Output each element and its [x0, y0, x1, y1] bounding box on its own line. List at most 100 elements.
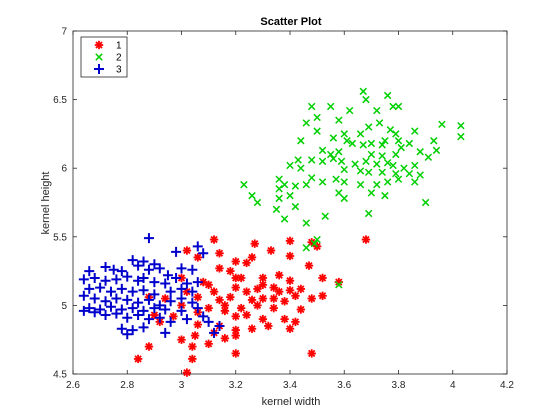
data-point	[364, 123, 373, 131]
data-point	[203, 316, 214, 327]
data-point	[192, 277, 203, 288]
data-point	[340, 165, 348, 174]
data-point	[253, 198, 262, 207]
data-point	[105, 301, 116, 312]
data-point	[226, 266, 235, 276]
marker-stroke	[248, 253, 256, 262]
data-point	[95, 304, 106, 315]
data-point	[122, 312, 133, 323]
data-point	[297, 164, 305, 172]
data-point	[89, 293, 100, 304]
data-point	[89, 307, 100, 318]
data-point	[160, 327, 171, 338]
data-point	[392, 169, 400, 178]
data-point	[108, 264, 119, 275]
y-tick-label: 6	[61, 164, 67, 175]
data-point	[430, 137, 438, 145]
data-point	[340, 130, 348, 138]
data-point	[266, 246, 276, 255]
marker-stroke	[253, 301, 262, 310]
data-point	[307, 174, 316, 182]
data-point	[231, 325, 240, 335]
x-tick-label: 2.6	[66, 380, 80, 391]
y-axis-label: kernel height	[40, 172, 52, 235]
marker-stroke	[275, 288, 283, 296]
data-point	[215, 295, 224, 305]
data-point	[405, 169, 414, 178]
marker-stroke	[215, 296, 224, 304]
data-point	[291, 291, 300, 300]
data-point	[133, 310, 144, 321]
data-point	[416, 148, 424, 156]
data-point	[332, 175, 340, 183]
marker-stroke	[221, 307, 229, 315]
data-point	[345, 106, 354, 115]
marker-stroke	[237, 274, 245, 282]
marker-stroke	[286, 325, 294, 333]
data-point	[291, 202, 300, 211]
data-point	[100, 296, 111, 307]
data-point	[250, 239, 259, 248]
data-point	[78, 305, 89, 316]
data-point	[187, 297, 198, 308]
data-point	[138, 305, 149, 316]
data-point	[176, 293, 187, 304]
data-point	[231, 312, 240, 321]
data-point	[329, 134, 338, 142]
marker-stroke	[194, 320, 202, 329]
data-point	[215, 264, 224, 273]
data-point	[318, 146, 327, 155]
marker-stroke	[253, 285, 262, 293]
marker-stroke	[270, 294, 278, 303]
data-point	[275, 194, 283, 203]
data-point	[326, 102, 335, 111]
data-point	[188, 354, 197, 364]
data-point	[411, 161, 419, 170]
marker-stroke	[232, 257, 240, 266]
x-tick-label: 3.2	[229, 380, 243, 391]
legend-marker	[94, 64, 104, 74]
data-point	[348, 139, 357, 148]
data-point	[272, 205, 281, 214]
data-point	[165, 296, 176, 307]
data-point	[313, 127, 321, 135]
data-point	[100, 261, 111, 272]
marker-stroke	[267, 246, 275, 255]
marker-stroke	[297, 285, 305, 293]
x-tick-label: 2.8	[120, 380, 134, 391]
data-point	[111, 308, 122, 319]
marker-stroke	[194, 253, 202, 262]
data-point	[373, 106, 381, 115]
series-2	[240, 87, 465, 289]
data-point	[100, 275, 111, 286]
data-point	[285, 324, 295, 333]
data-point	[335, 281, 343, 289]
data-point	[127, 255, 138, 266]
data-point	[143, 294, 154, 305]
data-point	[231, 349, 240, 358]
data-point	[127, 303, 138, 314]
data-point	[343, 137, 351, 145]
data-point	[416, 171, 424, 179]
data-point	[133, 275, 144, 286]
data-point	[138, 272, 149, 283]
data-point	[176, 283, 187, 294]
data-point	[84, 283, 95, 294]
marker-stroke	[215, 264, 224, 273]
marker-stroke	[161, 294, 169, 303]
marker-stroke	[232, 274, 240, 282]
data-point	[307, 294, 316, 303]
x-tick-label: 4.2	[500, 380, 514, 391]
marker-stroke	[270, 283, 278, 292]
data-point	[364, 209, 373, 218]
data-point	[122, 271, 133, 282]
data-point	[154, 263, 165, 274]
data-point	[296, 284, 306, 294]
marker-stroke	[286, 237, 294, 245]
data-point	[329, 154, 338, 163]
data-point	[78, 290, 89, 301]
data-point	[389, 161, 397, 170]
marker-stroke	[188, 355, 197, 363]
data-point	[285, 251, 295, 261]
